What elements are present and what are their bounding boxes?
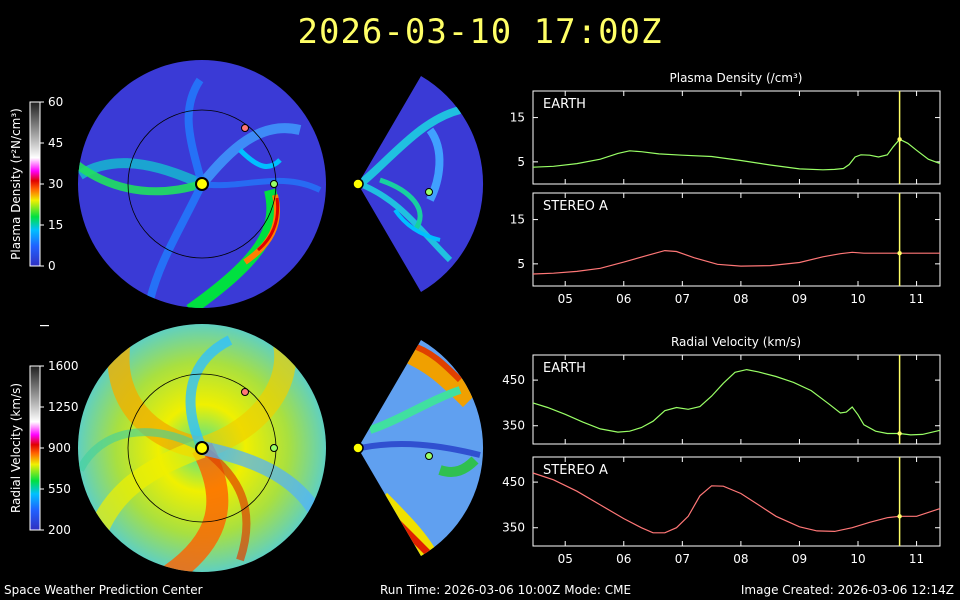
velocity-colorbar-tick-label: 200 [48, 523, 71, 537]
x-tick-label: 06 [616, 552, 631, 566]
x-tick-label: 06 [616, 292, 631, 306]
density-colorbar: 60 45 30 15 0 Plasma Density (r²N/cm³) [9, 95, 63, 273]
page-title: 2026-03-10 17:00Z [297, 12, 663, 52]
velocity-colorbar-tick-label: 1600 [48, 359, 79, 373]
velocity-earth-series-line [532, 368, 941, 436]
density-chart-title: Plasma Density (/cm³) [670, 71, 803, 85]
x-tick-label: 05 [558, 292, 573, 306]
density-colorbar-tick-label: 45 [48, 136, 63, 150]
velocity-chart-title: Radial Velocity (km/s) [671, 335, 801, 349]
stereo-a-marker [241, 124, 249, 132]
velocity-earth-label: EARTH [543, 361, 586, 376]
velocity-ecliptic-disk [78, 324, 326, 572]
density-colorbar-tick-label: 60 [48, 95, 63, 109]
velocity-colorbar-tick-label: 550 [48, 482, 71, 496]
current-value-marker [897, 137, 902, 142]
current-value-marker [897, 431, 902, 436]
x-tick-label: 07 [675, 552, 690, 566]
density-earth-panel: 5 15 EARTH [510, 90, 941, 185]
y-tick-label: 450 [502, 475, 525, 489]
velocity-colorbar-label: Radial Velocity (km/s) [9, 383, 23, 513]
y-tick-label: 350 [502, 419, 525, 433]
x-tick-label: 09 [792, 552, 807, 566]
velocity-stereo-a-series-line [532, 472, 941, 534]
velocity-earth-panel: 350 450 EARTH [502, 354, 941, 445]
density-ecliptic-disk [78, 60, 326, 308]
density-stereo-a-label: STEREO A [543, 199, 608, 214]
x-tick-label: 05 [558, 552, 573, 566]
density-earth-series-line [532, 138, 941, 171]
velocity-stereo-a-label: STEREO A [543, 463, 608, 478]
velocity-earth-frame [532, 354, 941, 445]
x-tick-label: 09 [792, 292, 807, 306]
x-tick-label: 10 [850, 552, 865, 566]
x-tick-label: 08 [733, 552, 748, 566]
footer-image-created: Image Created: 2026-03-06 12:14Z [740, 583, 954, 597]
density-stereo-a-panel: 5 15 05 06 07 08 09 10 11 STEREO A [510, 192, 941, 306]
sun-marker [195, 177, 209, 191]
y-tick-label: 5 [517, 257, 525, 271]
velocity-stereo-a-frame [532, 456, 941, 547]
density-colorbar-tick-label: 30 [48, 177, 63, 191]
x-tick-label: 11 [909, 552, 924, 566]
x-tick-label: 10 [850, 292, 865, 306]
footer-organization: Space Weather Prediction Center [4, 583, 203, 597]
y-tick-label: 350 [502, 521, 525, 535]
y-tick-label: 15 [510, 111, 525, 125]
x-tick-label: 08 [733, 292, 748, 306]
velocity-stereo-a-panel: 350 450 05 06 07 08 09 10 11 STEREO A [502, 456, 941, 566]
separator-dash [40, 325, 49, 327]
velocity-colorbar: 1600 1250 900 550 200 Radial Velocity (km/s) [9, 359, 79, 537]
density-meridional-wedge [352, 76, 484, 292]
footer-run-info: Run Time: 2026-03-06 10:00Z Mode: CME [380, 583, 632, 597]
velocity-colorbar-tick-label: 900 [48, 441, 71, 455]
x-tick-label: 11 [909, 292, 924, 306]
density-colorbar-tick-label: 15 [48, 218, 63, 232]
density-stereo-a-series-line [532, 249, 940, 275]
velocity-meridional-wedge [352, 340, 484, 556]
y-tick-label: 15 [510, 213, 525, 227]
y-tick-label: 450 [502, 373, 525, 387]
current-value-marker [897, 514, 902, 519]
x-tick-label: 07 [675, 292, 690, 306]
density-colorbar-tick-label: 0 [48, 259, 56, 273]
density-stereo-a-frame [532, 192, 941, 287]
y-tick-label: 5 [517, 155, 525, 169]
density-earth-frame [532, 90, 941, 185]
earth-marker [270, 180, 278, 188]
velocity-colorbar-tick-label: 1250 [48, 400, 79, 414]
density-colorbar-label: Plasma Density (r²N/cm³) [9, 108, 23, 260]
current-value-marker [897, 251, 902, 256]
density-earth-label: EARTH [543, 97, 586, 112]
time-series-panels: 5 15 EARTH 5 15 05 06 07 08 09 10 11 STEREO A 350 450 E… [502, 90, 941, 566]
